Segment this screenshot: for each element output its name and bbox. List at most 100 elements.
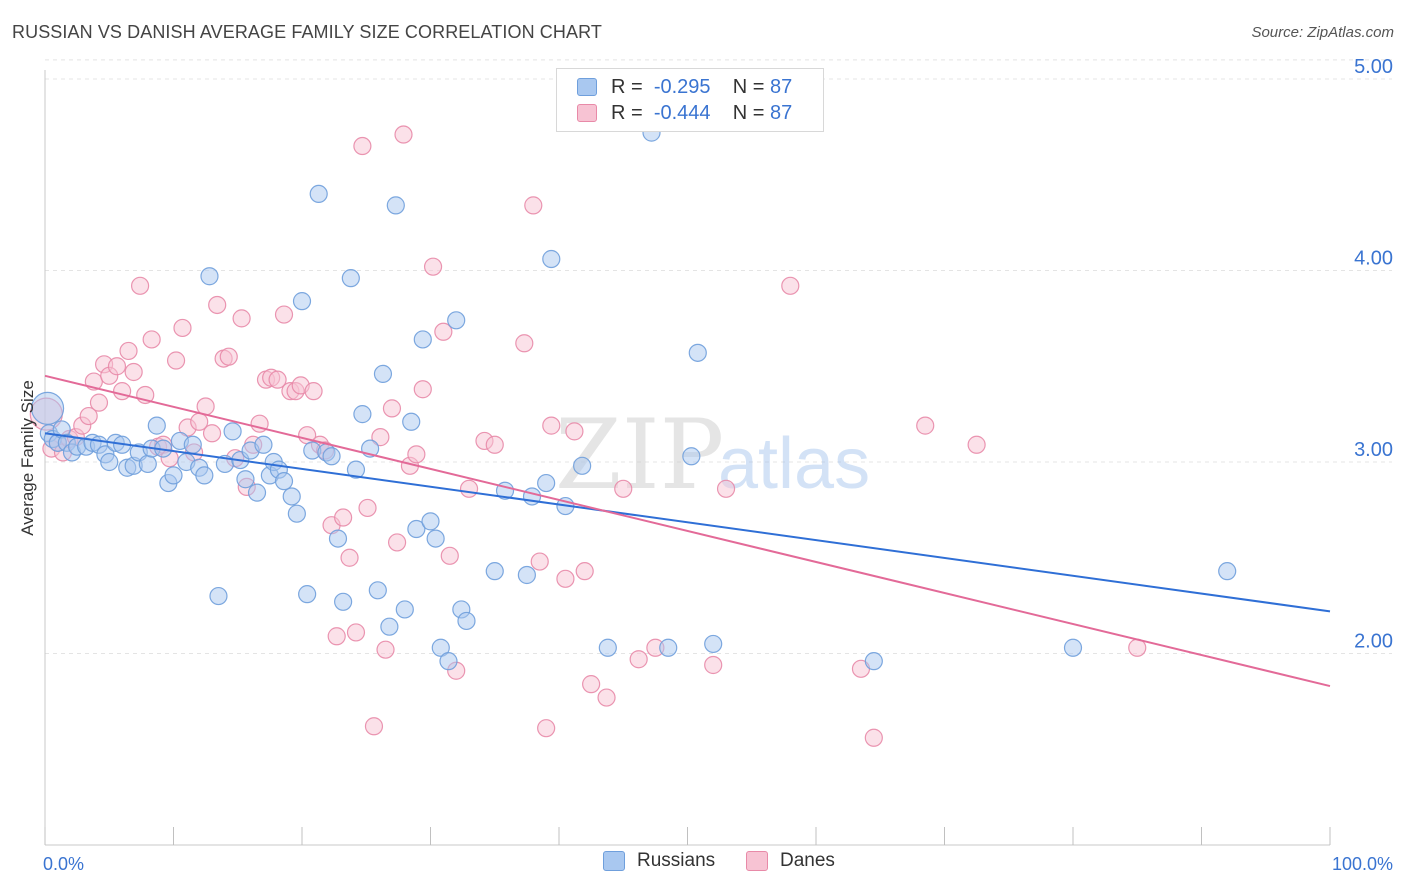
russian-point: [147, 416, 166, 435]
dane-point: [202, 424, 222, 443]
russians-points: [30, 123, 1237, 671]
y-tick-label: 5.00: [1354, 56, 1393, 78]
russian-point: [100, 452, 119, 472]
dane-point: [340, 548, 359, 567]
legend-n-label: N =: [732, 75, 765, 98]
dane-point: [119, 341, 138, 361]
legend-n-label: N =: [732, 101, 765, 124]
dane-point: [124, 362, 143, 382]
legend-label-danes: Danes: [780, 850, 835, 871]
legend-item-danes[interactable]: Danes: [746, 850, 835, 872]
series-legend: Russians Danes: [0, 850, 1406, 878]
dane-point: [371, 428, 390, 447]
legend-n-value: 87: [770, 101, 793, 124]
russian-point: [254, 435, 273, 454]
russian-point: [704, 634, 723, 654]
x-tick-label-min: 0.0%: [43, 854, 84, 874]
dane-point: [79, 406, 98, 426]
legend-item-russians[interactable]: Russians: [603, 850, 715, 872]
russian-point: [413, 330, 432, 349]
russian-point: [341, 269, 360, 288]
russian-point: [346, 460, 366, 479]
russian-point: [598, 638, 617, 657]
russian-point: [334, 592, 353, 611]
russian-point: [200, 267, 219, 286]
russian-point: [309, 184, 328, 203]
danes-swatch: [577, 104, 597, 122]
russian-point: [439, 652, 458, 671]
russian-point: [138, 454, 157, 474]
watermark-atlas: atlas: [718, 424, 870, 504]
russians-swatch: [603, 851, 625, 871]
dane-point: [382, 399, 402, 418]
dane-point: [304, 382, 323, 401]
legend-n-value: 87: [770, 75, 793, 98]
russian-point: [426, 529, 445, 548]
russian-point: [195, 466, 214, 485]
dane-point: [434, 322, 453, 341]
russian-point: [864, 652, 883, 671]
russian-point: [292, 292, 312, 311]
y-tick-labels: 2.00 3.00 4.00 5.00: [1354, 56, 1393, 653]
russian-point: [183, 435, 202, 454]
y-tick-label: 4.00: [1354, 248, 1393, 270]
russian-point: [1218, 562, 1237, 581]
dane-point: [208, 295, 227, 315]
dane-point: [130, 276, 150, 295]
dane-point: [614, 479, 633, 498]
dane-point: [781, 276, 800, 295]
russian-point: [688, 343, 707, 362]
dane-point: [274, 305, 294, 324]
russian-point: [431, 638, 450, 657]
russian-point: [209, 586, 228, 606]
dane-point: [459, 479, 479, 498]
legend-r-label: R =: [611, 75, 643, 98]
dane-point: [485, 435, 504, 454]
dane-point: [864, 728, 883, 747]
dane-point: [394, 125, 413, 144]
russians-trend-line: [44, 432, 1331, 613]
dane-point: [142, 330, 161, 349]
dane-point: [524, 196, 543, 215]
danes-swatch: [746, 851, 768, 871]
dane-point: [556, 569, 575, 588]
legend-row-danes: R = -0.444 N = 87: [577, 101, 792, 125]
y-axis-label: Average Family Size: [18, 380, 37, 536]
russian-point: [164, 466, 183, 485]
russian-point: [407, 519, 426, 539]
russian-point: [421, 512, 440, 531]
dane-point: [565, 422, 584, 441]
dane-point: [423, 257, 443, 276]
dane-point: [530, 552, 549, 571]
russians-swatch: [577, 78, 597, 96]
dane-point: [916, 416, 935, 435]
dane-point: [166, 351, 186, 370]
dane-point: [542, 416, 561, 435]
dane-point: [440, 546, 459, 565]
russian-point: [322, 447, 341, 466]
russian-point: [247, 483, 267, 502]
dane-point: [107, 357, 127, 376]
chart-title: RUSSIAN VS DANISH AVERAGE FAMILY SIZE CO…: [12, 22, 602, 42]
russian-point: [287, 504, 306, 523]
legend-label-russians: Russians: [637, 850, 716, 871]
russian-point: [373, 364, 393, 384]
dane-point: [716, 479, 736, 498]
russian-point: [386, 196, 405, 215]
dane-point: [629, 650, 648, 669]
dane-point: [582, 675, 601, 694]
dane-point: [219, 347, 238, 366]
russian-point: [573, 456, 592, 475]
russian-point: [298, 585, 317, 604]
dane-point: [407, 445, 426, 464]
russian-point: [223, 422, 242, 441]
y-tick-label: 3.00: [1354, 439, 1393, 461]
russian-point: [517, 565, 536, 585]
dane-point: [89, 393, 109, 412]
russian-point: [402, 412, 421, 431]
dane-point: [387, 533, 407, 552]
gridlines: [45, 59, 1392, 654]
russian-point: [353, 405, 372, 424]
dane-point: [346, 623, 366, 642]
russian-point: [659, 638, 678, 657]
